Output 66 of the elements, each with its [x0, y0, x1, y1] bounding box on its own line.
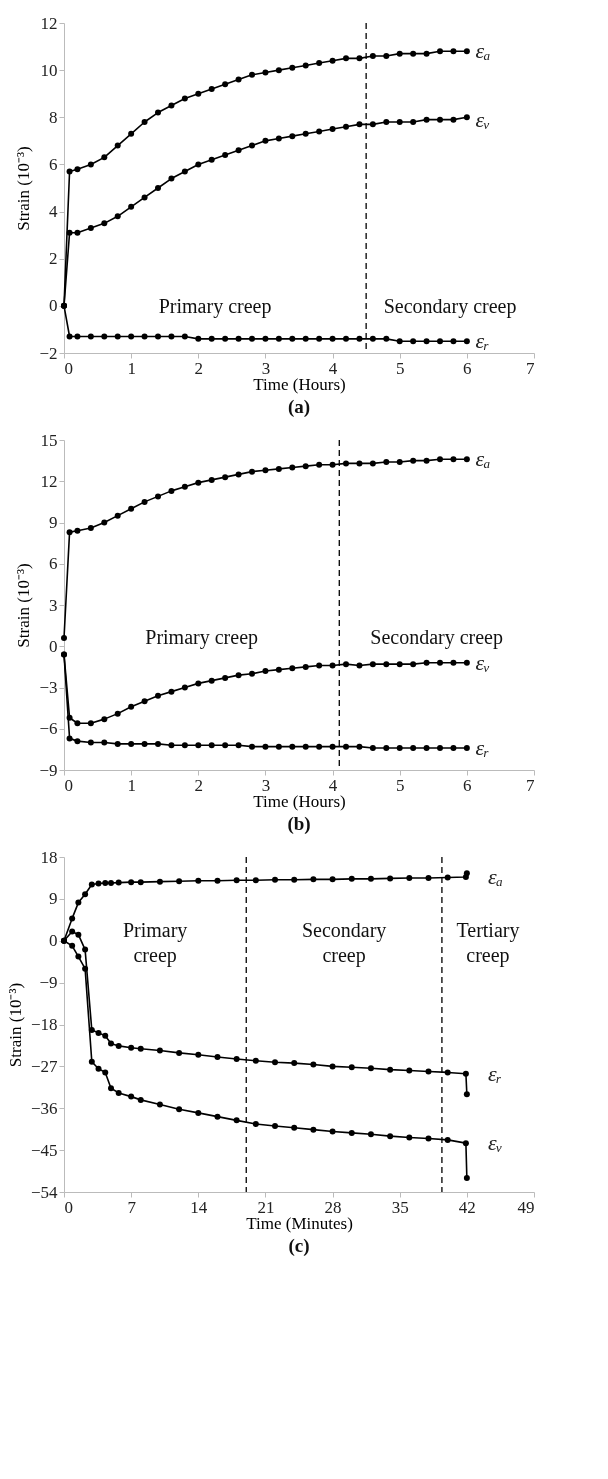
series-label: εᵣ	[475, 328, 490, 354]
y-tick-label: 0	[49, 636, 58, 656]
annotation: Secondary creep	[383, 294, 517, 318]
series-label: εₐ	[475, 446, 491, 472]
y-tick-label: 0	[49, 931, 58, 951]
text: (b)	[287, 813, 311, 835]
y-axis-title: Strain (10⁻³)	[14, 146, 34, 231]
x-tick-label: 5	[395, 358, 405, 378]
annotation: Secondary creep	[301, 918, 387, 967]
annotation: Tertiary creep	[456, 918, 520, 967]
y-tick-label: 9	[49, 889, 58, 909]
text: (a)	[287, 396, 311, 418]
text: (c)	[288, 1235, 310, 1257]
y-tick-label: 6	[49, 154, 58, 174]
series-label: εᵣ	[475, 735, 490, 760]
y-tick-label: 18	[40, 847, 58, 867]
x-tick-label: 5	[395, 775, 405, 795]
y-tick-label: −6	[39, 719, 58, 739]
series-label: εᵥ	[475, 106, 491, 132]
y-tick-label: −9	[39, 973, 58, 993]
x-tick-label: 2	[194, 358, 204, 378]
x-tick-label: 0	[64, 358, 73, 378]
annotation: Primary creep	[158, 294, 272, 318]
y-tick-label: −18	[30, 1015, 58, 1034]
annotation: Primary creep	[122, 918, 188, 967]
y-tick-label: 15	[40, 430, 58, 450]
series-label: εᵥ	[487, 1130, 503, 1156]
y-tick-label: 9	[49, 513, 58, 532]
y-tick-label: 4	[49, 202, 58, 222]
y-axis-title: Strain (10⁻³)	[14, 563, 34, 648]
y-tick-label: −45	[30, 1140, 58, 1160]
series-label: εᵥ	[475, 649, 491, 675]
y-tick-label: 10	[40, 60, 58, 80]
series-label: εᵣ	[487, 1060, 502, 1086]
y-tick-label: −54	[30, 1182, 58, 1202]
series-label: εₐ	[475, 38, 491, 64]
y-tick-label: 6	[49, 554, 58, 574]
y-tick-label: −27	[30, 1056, 58, 1076]
y-tick-label: 3	[49, 595, 58, 615]
y-tick-label: 8	[49, 107, 58, 127]
x-tick-label: 0	[64, 1197, 73, 1217]
y-axis-title: Strain (10⁻³)	[5, 982, 25, 1068]
x-tick-label: 2	[194, 775, 204, 795]
x-tick-label: 1	[127, 775, 136, 795]
x-tick-label: 6	[463, 775, 472, 795]
y-tick-label: 12	[40, 13, 58, 33]
annotation: Primary creep	[145, 626, 259, 649]
x-tick-label: 1	[127, 358, 136, 378]
x-tick-label: 42	[458, 1197, 476, 1217]
annotation: Secondary creep	[370, 626, 503, 649]
x-tick-label: 7	[127, 1197, 137, 1217]
x-tick-label: 7	[526, 775, 535, 795]
y-tick-label: 0	[49, 296, 58, 316]
y-tick-label: −36	[30, 1098, 58, 1118]
y-tick-label: 12	[40, 471, 58, 491]
y-tick-label: −2	[39, 343, 58, 363]
x-tick-label: 49	[517, 1197, 535, 1217]
series-label: εₐ	[487, 864, 504, 890]
x-tick-label: 0	[64, 775, 73, 795]
x-tick-label: 7	[526, 358, 535, 378]
x-tick-label: 35	[391, 1197, 409, 1217]
x-tick-label: 6	[463, 358, 472, 378]
y-tick-label: −3	[39, 678, 58, 697]
y-tick-label: −9	[39, 760, 58, 780]
x-tick-label: 14	[190, 1197, 208, 1217]
y-tick-label: 2	[49, 249, 58, 269]
